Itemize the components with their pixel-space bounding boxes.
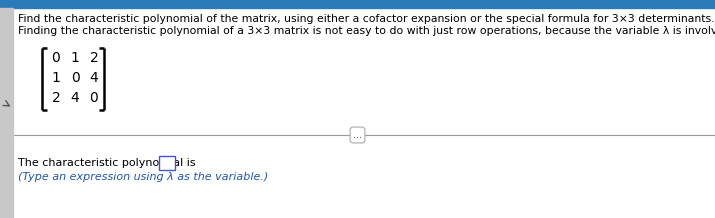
Text: .: . [176,158,179,168]
Bar [0,0,715,8]
Text: 0: 0 [51,51,60,65]
Text: Finding the characteristic polynomial of a 3×3 matrix is not easy to do with jus: Finding the characteristic polynomial of… [18,26,715,36]
Text: (Type an expression using λ as the variable.): (Type an expression using λ as the varia… [18,172,268,182]
Text: 0: 0 [71,71,79,85]
Text: 2: 2 [51,91,60,105]
Text: 4: 4 [89,71,99,85]
Text: 1: 1 [51,71,61,85]
Text: Find the characteristic polynomial of the matrix, using either a cofactor expans: Find the characteristic polynomial of th… [18,14,715,24]
Text: 0: 0 [89,91,99,105]
Bar [0,8,13,218]
Bar [159,156,175,170]
Text: 1: 1 [71,51,79,65]
Text: ...: ... [353,130,362,140]
Text: 2: 2 [89,51,99,65]
Text: The characteristic polynomial is: The characteristic polynomial is [18,158,196,168]
Text: 4: 4 [71,91,79,105]
